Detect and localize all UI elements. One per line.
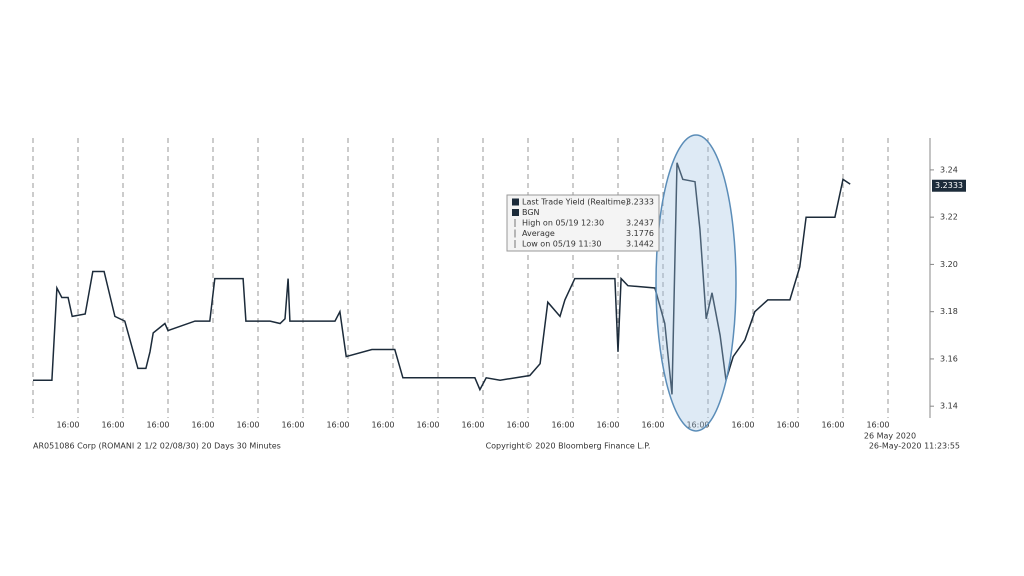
tooltip-label: Last Trade Yield (Realtime) xyxy=(522,198,629,207)
footer-left: AR051086 Corp (ROMANI 2 1/2 02/08/30) 20… xyxy=(33,442,281,451)
x-tick-label: 16:00 xyxy=(596,421,619,430)
x-tick-label: 16:00 xyxy=(416,421,439,430)
x-tick-label: 16:00 xyxy=(56,421,79,430)
y-tick-label: 3.22 xyxy=(940,213,958,222)
x-tick-label: 16:00 xyxy=(461,421,484,430)
x-tick-label: 16:00 xyxy=(641,421,664,430)
tooltip-label: High on 05/19 12:30 xyxy=(522,219,604,228)
x-tick-label: 16:00 xyxy=(821,421,844,430)
tooltip-label: Average xyxy=(522,229,555,238)
y-tick-label: 3.14 xyxy=(940,402,958,411)
x-tick-label: 16:00 xyxy=(776,421,799,430)
tooltip-label: BGN xyxy=(522,208,540,217)
x-tick-label: 16:00 xyxy=(506,421,529,430)
tooltip-value: 3.1442 xyxy=(626,240,654,249)
x-tick-label: 16:00 xyxy=(191,421,214,430)
highlight-ellipse xyxy=(655,134,737,432)
tooltip-box xyxy=(506,194,660,252)
x-tick-label: 16:00 xyxy=(326,421,349,430)
x-tick-label: 16:00 xyxy=(281,421,304,430)
y-tick-label: 3.16 xyxy=(940,354,958,363)
x-tick-label: 16:00 xyxy=(146,421,169,430)
tooltip-swatch xyxy=(512,198,519,206)
tooltip-value: 3.1776 xyxy=(626,229,654,238)
footer-right: 26-May-2020 11:23:55 xyxy=(869,442,960,451)
footer-center: Copyright© 2020 Bloomberg Finance L.P. xyxy=(486,442,651,451)
x-tick-label: 16:00 xyxy=(731,421,754,430)
tooltip-value: 3.2333 xyxy=(626,198,654,207)
last-value-tag xyxy=(932,179,966,192)
x-tick-label: 16:00 xyxy=(371,421,394,430)
y-tick-label: 3.24 xyxy=(940,165,958,174)
tooltip-swatch xyxy=(512,209,519,216)
x-tick-label: 16:00 xyxy=(866,421,889,430)
x-tick-label: 16:00 xyxy=(551,421,574,430)
y-tick-label: 3.20 xyxy=(940,260,958,269)
y-tick-label: 3.18 xyxy=(940,307,958,316)
x-tick-label: 16:00 xyxy=(236,421,259,430)
tooltip-label: Low on 05/19 11:30 xyxy=(522,240,601,249)
tooltip-value: 3.2437 xyxy=(626,219,654,228)
x-date-label: 26 May 2020 xyxy=(864,432,916,441)
last-value-label: 3.2333 xyxy=(935,181,963,190)
x-tick-label: 16:00 xyxy=(101,421,124,430)
x-tick-label: 16:00 xyxy=(686,421,709,430)
series-line xyxy=(33,162,851,395)
